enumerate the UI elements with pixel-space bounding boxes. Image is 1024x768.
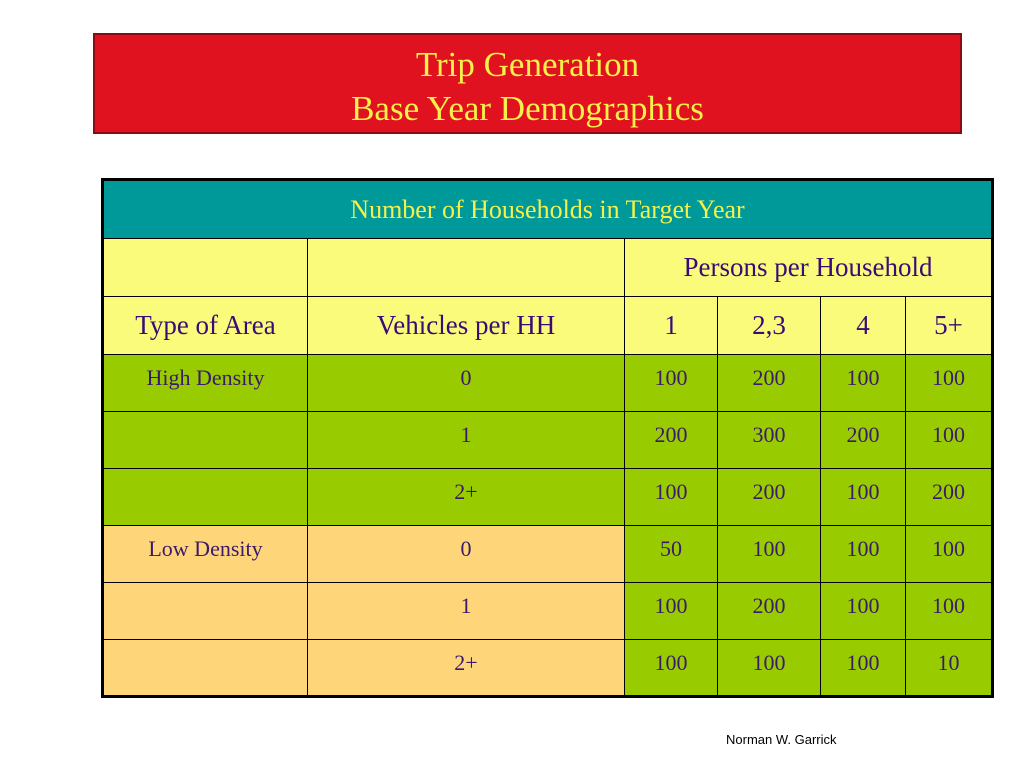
value-cell: 100 [624, 582, 718, 640]
area-cell: High Density [102, 354, 308, 412]
col-header-persons-1: 1 [624, 296, 718, 355]
persons-per-household-header: Persons per Household [624, 238, 993, 297]
value-cell: 100 [820, 468, 906, 526]
value-cell: 100 [820, 639, 906, 697]
value-cell: 100 [905, 411, 993, 469]
col-header-persons-4: 4 [820, 296, 906, 355]
table-row: 1 200 300 200 100 [102, 411, 993, 469]
value-cell: 100 [905, 582, 993, 640]
value-cell: 100 [624, 639, 718, 697]
value-cell: 100 [820, 582, 906, 640]
value-cell: 50 [624, 525, 718, 583]
area-cell [102, 582, 308, 640]
col-header-persons-2-3: 2,3 [717, 296, 821, 355]
value-cell: 300 [717, 411, 821, 469]
area-cell: Low Density [102, 525, 308, 583]
vehicles-cell: 1 [307, 582, 625, 640]
value-cell: 100 [905, 354, 993, 412]
value-cell: 200 [624, 411, 718, 469]
vehicles-cell: 2+ [307, 468, 625, 526]
table-row: High Density 0 100 200 100 100 [102, 354, 993, 412]
vehicles-cell: 0 [307, 525, 625, 583]
value-cell: 200 [717, 354, 821, 412]
value-cell: 100 [624, 468, 718, 526]
households-table: Number of Households in Target Year Pers… [101, 178, 994, 698]
value-cell: 200 [717, 468, 821, 526]
value-cell: 100 [905, 525, 993, 583]
value-cell: 200 [717, 582, 821, 640]
area-cell [102, 411, 308, 469]
table-caption: Number of Households in Target Year [102, 179, 993, 239]
col-header-persons-5plus: 5+ [905, 296, 993, 355]
value-cell: 10 [905, 639, 993, 697]
table-row: 2+ 100 200 100 200 [102, 468, 993, 526]
vehicles-cell: 1 [307, 411, 625, 469]
slide-title: Trip Generation Base Year Demographics [93, 33, 962, 134]
area-cell [102, 468, 308, 526]
header-empty-cell [102, 238, 308, 297]
title-line-1: Trip Generation [415, 45, 640, 84]
vehicles-cell: 0 [307, 354, 625, 412]
col-header-type-of-area: Type of Area [102, 296, 308, 355]
value-cell: 100 [820, 354, 906, 412]
vehicles-cell: 2+ [307, 639, 625, 697]
value-cell: 100 [820, 525, 906, 583]
footer-author: Norman W. Garrick [726, 732, 837, 747]
table-row: 2+ 100 100 100 10 [102, 639, 993, 697]
title-line-2: Base Year Demographics [351, 89, 704, 128]
value-cell: 100 [717, 525, 821, 583]
area-cell [102, 639, 308, 697]
header-empty-cell [307, 238, 625, 297]
col-header-vehicles: Vehicles per HH [307, 296, 625, 355]
value-cell: 200 [820, 411, 906, 469]
value-cell: 200 [905, 468, 993, 526]
table-row: Low Density 0 50 100 100 100 [102, 525, 993, 583]
value-cell: 100 [717, 639, 821, 697]
value-cell: 100 [624, 354, 718, 412]
table-row: 1 100 200 100 100 [102, 582, 993, 640]
